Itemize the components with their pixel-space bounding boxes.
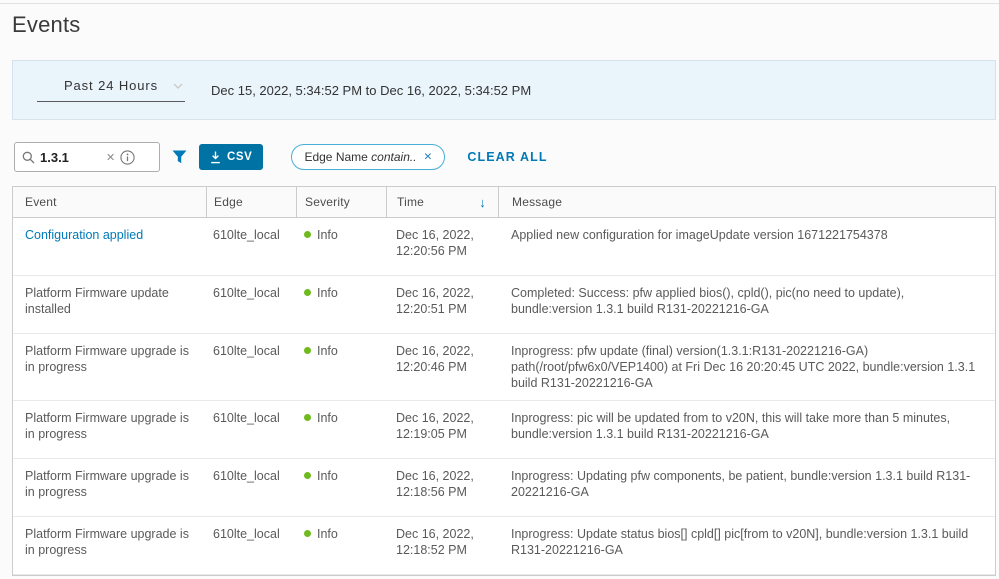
time-date: Dec 16, 2022, xyxy=(396,411,474,425)
event-cell-text: Platform Firmware upgrade is in progress xyxy=(25,527,189,557)
time-clock: 12:20:56 PM xyxy=(396,244,467,258)
toolbar: ✕ CSV Edge Name contain.. ✕ CLEAR ALL xyxy=(14,142,996,172)
severity-info-dot-icon xyxy=(304,231,311,238)
message-cell: Applied new configuration for imageUpdat… xyxy=(511,228,888,242)
table-row: Platform Firmware upgrade is in progress… xyxy=(13,459,995,517)
time-date: Dec 16, 2022, xyxy=(396,469,474,483)
search-icon xyxy=(22,151,35,164)
severity-label: Info xyxy=(317,527,338,541)
table-header: Event Edge Severity Time ↓ Message xyxy=(13,187,995,218)
severity-label: Info xyxy=(317,469,338,483)
time-date: Dec 16, 2022, xyxy=(396,286,474,300)
column-header-time[interactable]: Time ↓ xyxy=(386,187,498,217)
page-top-divider xyxy=(0,3,999,4)
message-cell: Inprogress: pic will be updated from to … xyxy=(511,411,951,441)
sort-desc-icon: ↓ xyxy=(479,194,486,210)
event-cell-text: Platform Firmware upgrade is in progress xyxy=(25,469,189,499)
download-icon xyxy=(210,151,221,164)
search-input[interactable] xyxy=(40,149,106,165)
time-clock: 12:19:05 PM xyxy=(396,427,467,441)
edge-cell: 610lte_local xyxy=(213,228,280,242)
chip-remove-icon[interactable]: ✕ xyxy=(423,151,433,163)
severity-info-dot-icon xyxy=(304,289,311,296)
search-clear-icon[interactable]: ✕ xyxy=(106,151,116,164)
message-cell: Inprogress: pfw update (final) version(1… xyxy=(511,344,976,390)
column-header-message[interactable]: Message xyxy=(498,187,995,217)
time-date: Dec 16, 2022, xyxy=(396,527,474,541)
filter-funnel-icon[interactable] xyxy=(172,150,187,164)
event-cell-text: Platform Firmware update installed xyxy=(25,286,169,316)
time-range-dropdown-label: Past 24 Hours xyxy=(63,78,159,93)
page-title: Events xyxy=(12,12,81,37)
time-clock: 12:18:56 PM xyxy=(396,485,467,499)
event-cell-text: Platform Firmware upgrade is in progress xyxy=(25,411,189,441)
time-clock: 12:18:52 PM xyxy=(396,543,467,557)
message-cell: Inprogress: Update status bios[] cpld[] … xyxy=(511,527,969,557)
time-clock: 12:20:46 PM xyxy=(396,360,467,374)
time-range-dropdown[interactable]: Past 24 Hours xyxy=(37,78,185,102)
severity-label: Info xyxy=(317,411,338,425)
chevron-down-icon xyxy=(173,77,183,92)
table-row: Platform Firmware upgrade is in progress… xyxy=(13,334,995,401)
severity-label: Info xyxy=(317,228,338,242)
message-cell: Completed: Success: pfw applied bios(), … xyxy=(511,286,905,316)
table-body: Configuration applied 610lte_local Info … xyxy=(13,218,995,575)
time-range-bar: Past 24 Hours Dec 15, 2022, 5:34:52 PM t… xyxy=(12,60,996,120)
clear-all-button[interactable]: CLEAR ALL xyxy=(467,150,548,164)
edge-cell: 610lte_local xyxy=(213,469,280,483)
table-row: Platform Firmware upgrade is in progress… xyxy=(13,401,995,459)
edge-cell: 610lte_local xyxy=(213,411,280,425)
info-icon[interactable] xyxy=(120,149,135,165)
severity-info-dot-icon xyxy=(304,414,311,421)
time-date: Dec 16, 2022, xyxy=(396,344,474,358)
event-cell-text: Platform Firmware upgrade is in progress xyxy=(25,344,189,374)
edge-cell: 610lte_local xyxy=(213,344,280,358)
severity-info-dot-icon xyxy=(304,347,311,354)
edge-cell: 610lte_local xyxy=(213,527,280,541)
event-cell-text[interactable]: Configuration applied xyxy=(25,228,144,242)
events-table: Event Edge Severity Time ↓ Message Confi… xyxy=(12,186,996,576)
table-row: Platform Firmware update installed 610lt… xyxy=(13,276,995,334)
time-date: Dec 16, 2022, xyxy=(396,228,474,242)
column-header-event[interactable]: Event xyxy=(25,195,57,209)
filter-chip-edge-name[interactable]: Edge Name contain.. ✕ xyxy=(291,144,446,170)
severity-label: Info xyxy=(317,344,338,358)
time-range-text: Dec 15, 2022, 5:34:52 PM to Dec 16, 2022… xyxy=(211,82,532,98)
filter-chip-label: Edge Name contain.. xyxy=(304,150,417,164)
severity-info-dot-icon xyxy=(304,472,311,479)
csv-export-button[interactable]: CSV xyxy=(199,144,264,170)
message-cell: Inprogress: Updating pfw components, be … xyxy=(511,469,971,499)
severity-info-dot-icon xyxy=(304,530,311,537)
csv-button-label: CSV xyxy=(227,151,253,163)
severity-label: Info xyxy=(317,286,338,300)
column-header-edge[interactable]: Edge xyxy=(206,187,296,217)
search-box: ✕ xyxy=(14,142,160,172)
table-row: Configuration applied 610lte_local Info … xyxy=(13,218,995,276)
table-row: Platform Firmware upgrade is in progress… xyxy=(13,517,995,575)
time-clock: 12:20:51 PM xyxy=(396,302,467,316)
edge-cell: 610lte_local xyxy=(213,286,280,300)
column-header-severity[interactable]: Severity xyxy=(296,187,386,217)
